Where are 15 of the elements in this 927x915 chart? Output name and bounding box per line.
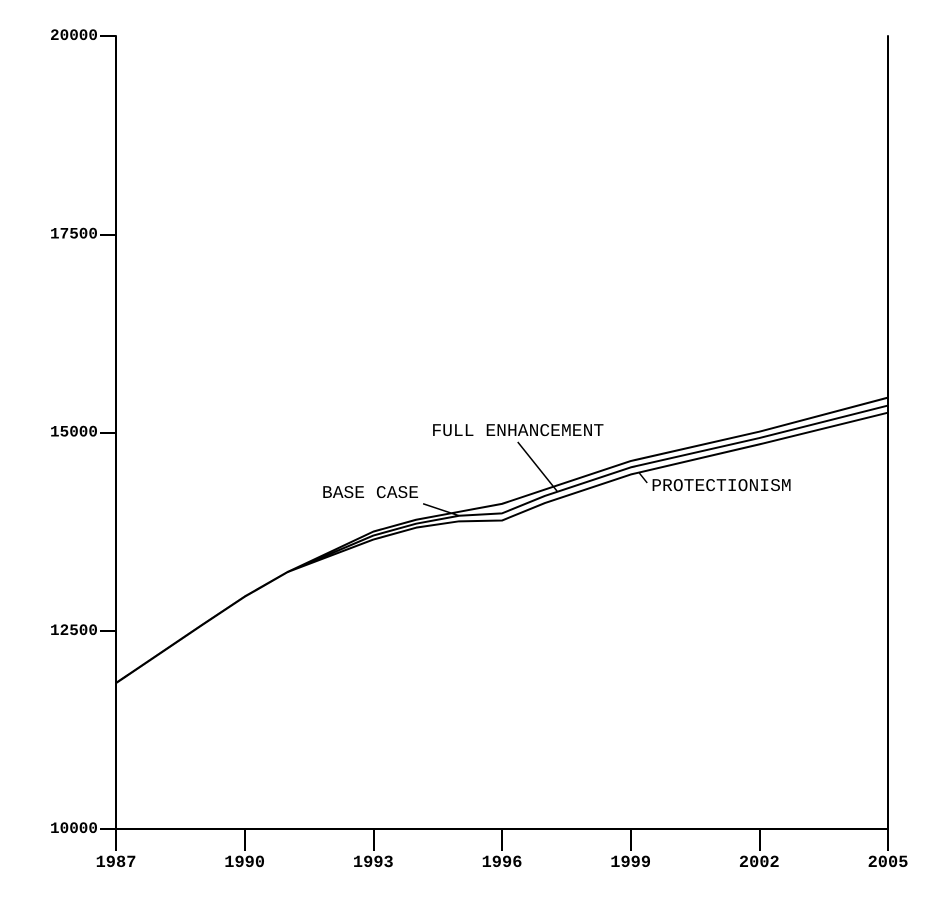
- x-tick-label: 2005: [868, 854, 908, 873]
- annotation: BASE CASE: [322, 484, 420, 504]
- y-tick-label: 12500: [50, 622, 98, 640]
- y-tick-label: 15000: [50, 424, 98, 442]
- y-tick-label: 20000: [50, 27, 98, 45]
- x-tick-label: 1990: [224, 854, 266, 873]
- x-tick-label: 1996: [482, 854, 522, 873]
- annotation: PROTECTIONISM: [651, 476, 792, 497]
- x-tick-label: 1999: [610, 854, 652, 873]
- x-tick-label: 1987: [96, 854, 136, 873]
- annotation: FULL ENHANCEMENT: [431, 422, 604, 442]
- x-tick-label: 2002: [738, 854, 780, 873]
- y-tick-label: 17500: [50, 225, 98, 244]
- x-tick-label: 1993: [352, 854, 394, 873]
- y-tick-label: 10000: [50, 820, 98, 838]
